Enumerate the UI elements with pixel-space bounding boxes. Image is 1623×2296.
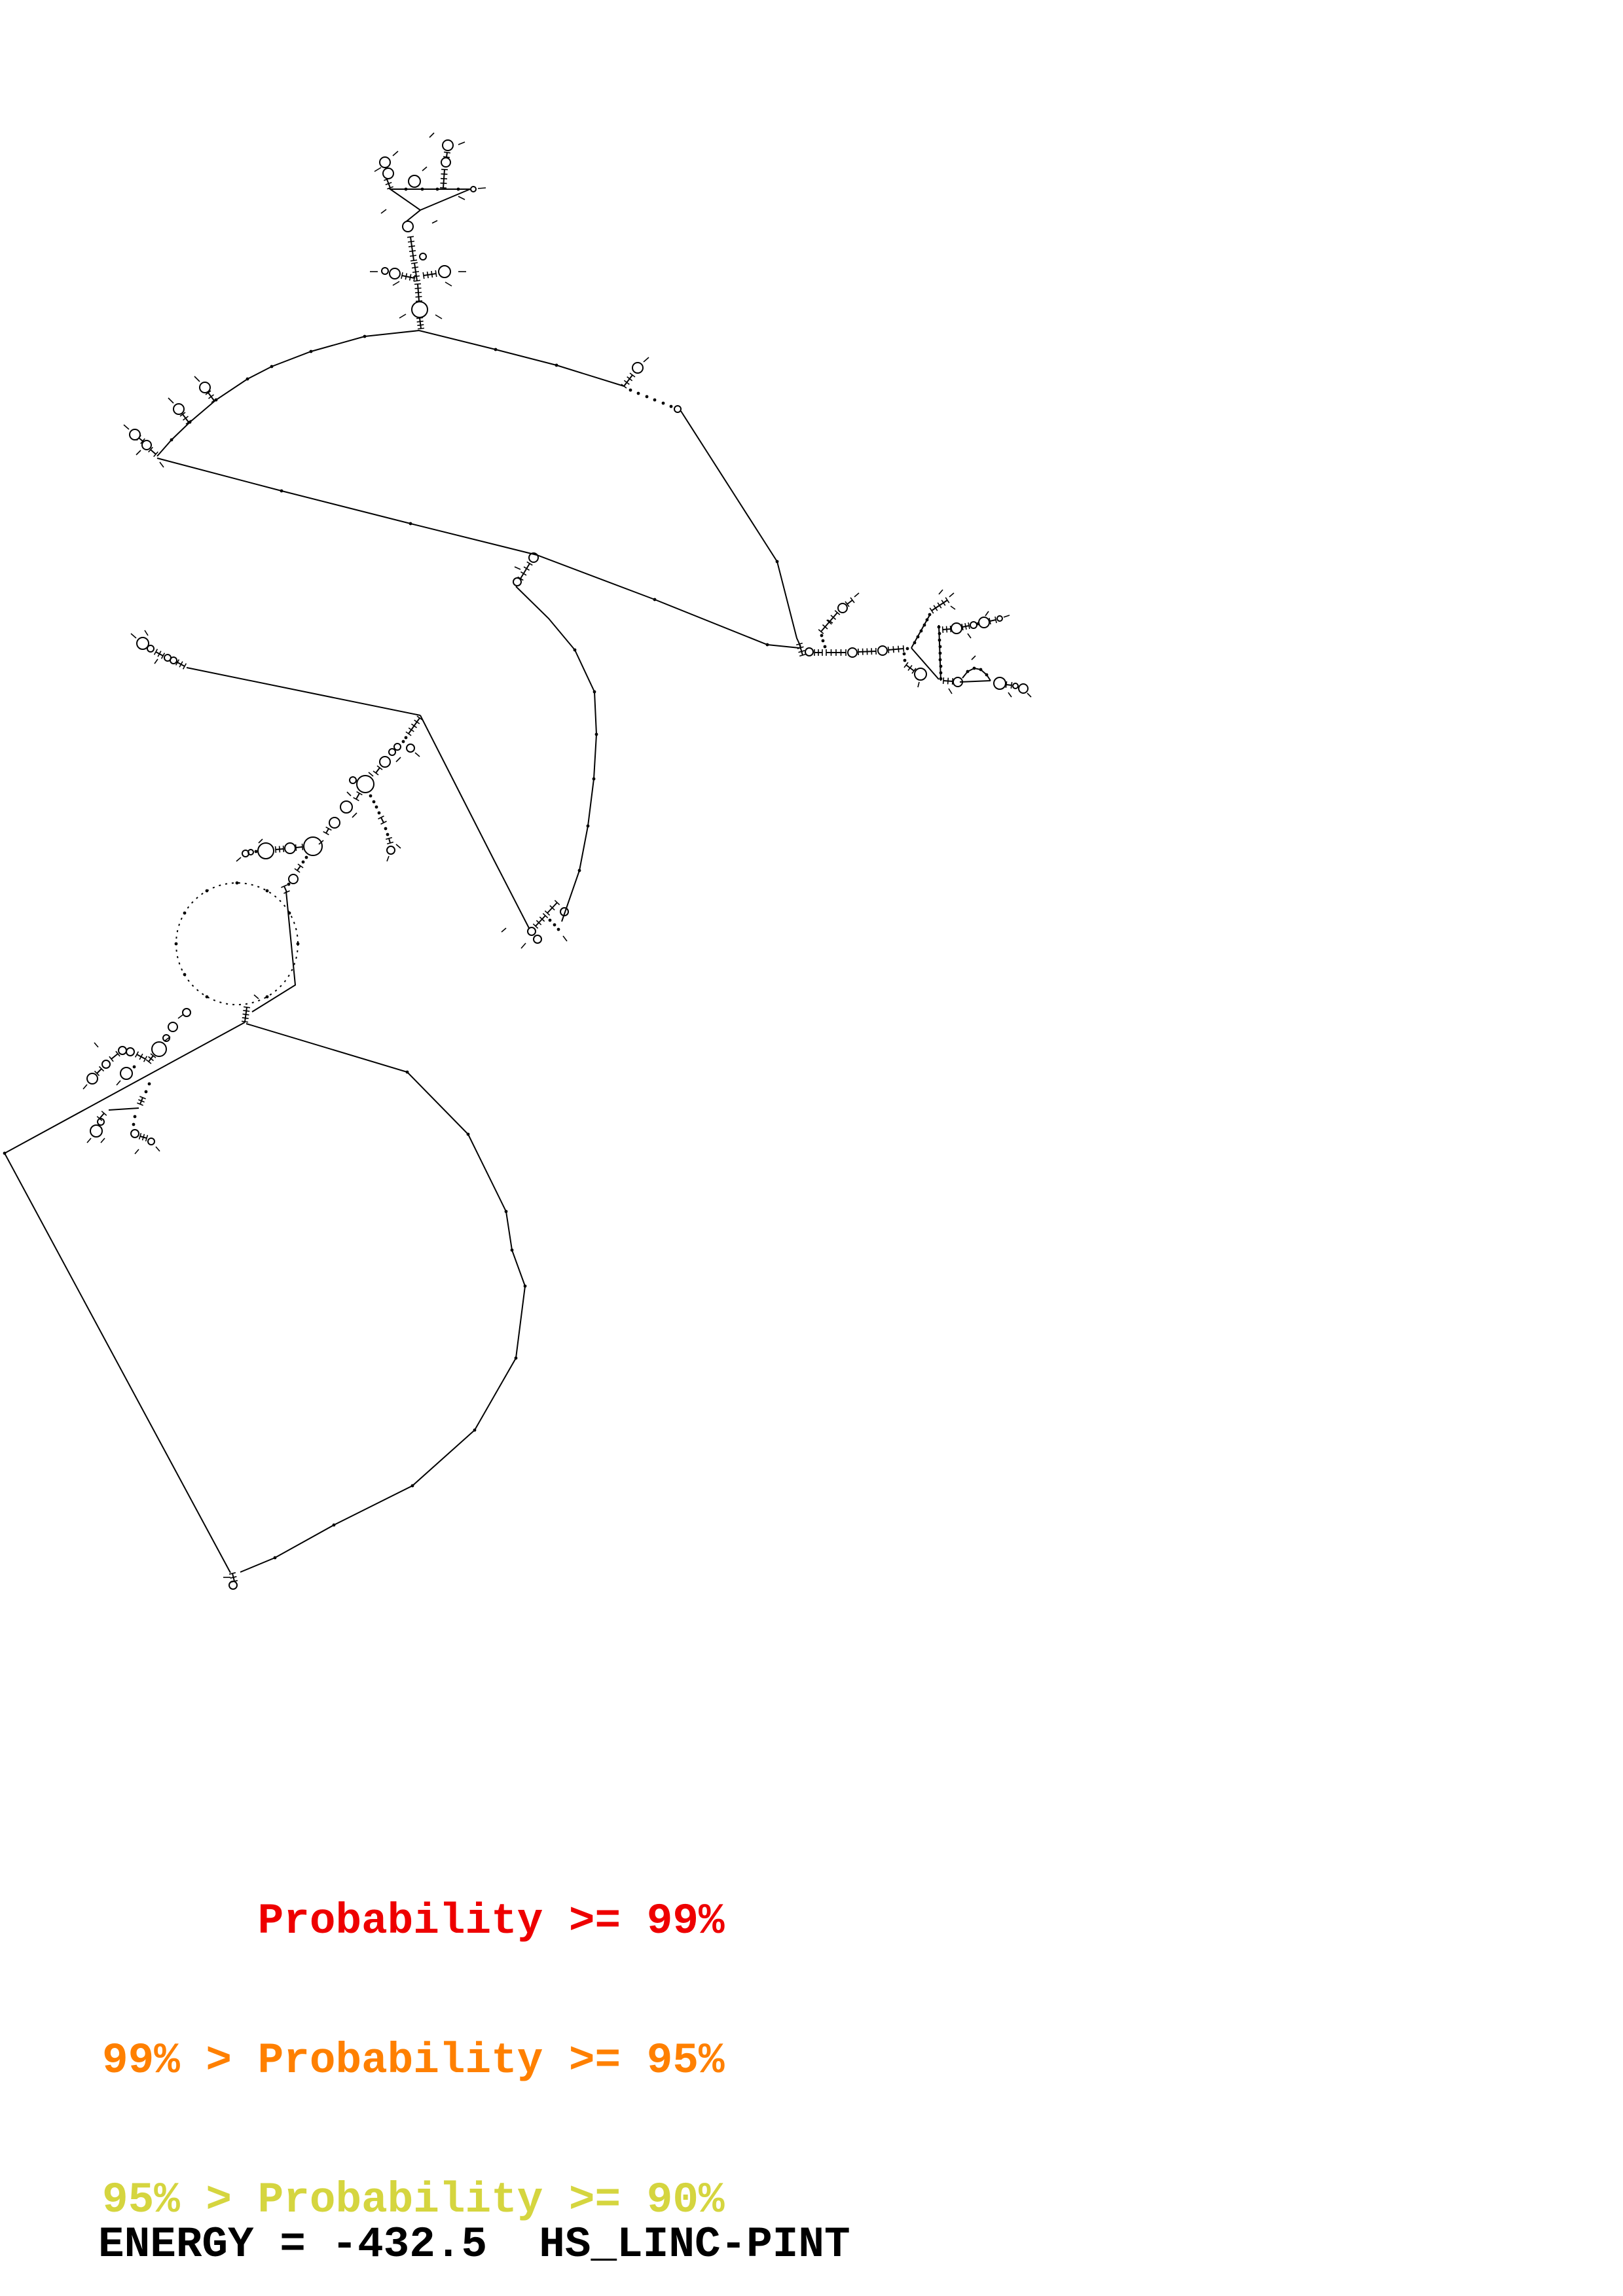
probability-legend: Probability >= 99% 99% > Probability >= … [102, 1805, 725, 2296]
legend-entry-p99: Probability >= 99% [102, 1897, 725, 1946]
legend-entry-p95: 99% > Probability >= 95% [102, 2036, 725, 2085]
legend-entry-p90: 95% > Probability >= 90% [102, 2176, 725, 2225]
energy-label: ENERGY = -432.5 HS_LINC-PINT [98, 2220, 850, 2269]
